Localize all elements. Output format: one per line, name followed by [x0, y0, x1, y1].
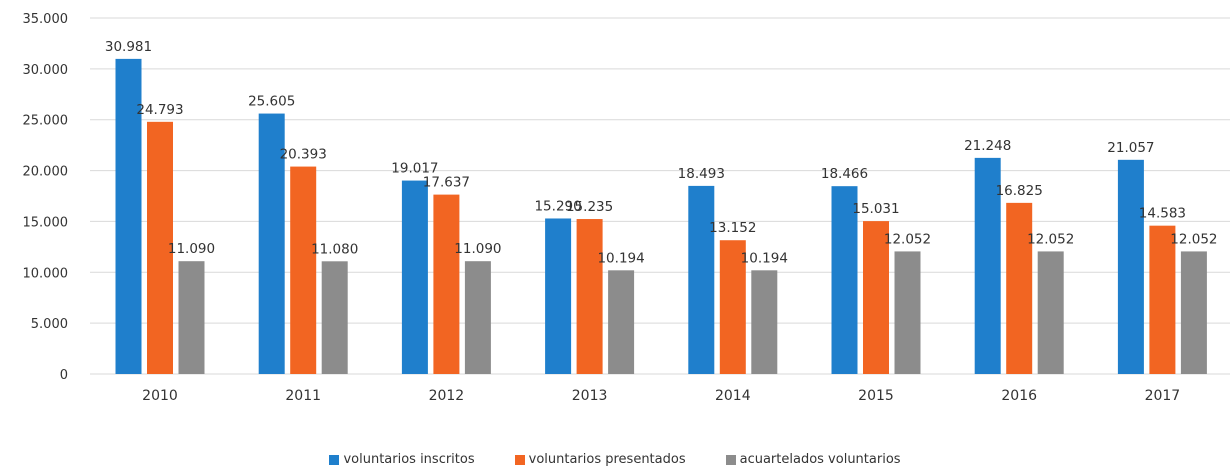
legend: voluntarios inscritos voluntarios presen… [0, 452, 1230, 467]
y-tick-label: 20.000 [23, 165, 69, 180]
bar [545, 218, 572, 374]
bar [688, 185, 715, 374]
legend-label-presentados: voluntarios presentados [528, 452, 686, 467]
bar [831, 186, 858, 374]
bar [115, 58, 142, 375]
data-label: 16.825 [996, 183, 1043, 199]
data-label: 11.090 [168, 241, 215, 257]
bars [115, 58, 1207, 375]
legend-swatch-acuartelados [725, 454, 736, 465]
legend-item-inscritos: voluntarios inscritos [329, 452, 475, 467]
legend-swatch-inscritos [329, 454, 340, 465]
bar [863, 221, 889, 374]
data-label: 19.017 [391, 161, 438, 177]
bar [1117, 159, 1144, 374]
legend-item-presentados: voluntarios presentados [514, 452, 686, 467]
x-tick-label: 2017 [1145, 388, 1181, 404]
legend-label-acuartelados: acuartelados voluntarios [739, 452, 901, 467]
legend-label-inscritos: voluntarios inscritos [343, 452, 475, 467]
bar [401, 180, 428, 374]
data-label: 10.194 [741, 250, 788, 266]
data-label: 21.057 [1107, 140, 1154, 156]
y-tick-label: 0 [60, 368, 68, 383]
data-label: 25.605 [248, 94, 295, 110]
data-label: 11.080 [311, 241, 358, 257]
y-tick-label: 30.000 [23, 63, 69, 78]
bar [1180, 251, 1207, 374]
y-tick-label: 25.000 [23, 114, 69, 129]
x-tick-label: 2013 [572, 388, 608, 404]
y-tick-label: 5.000 [31, 317, 68, 332]
y-tick-label: 35.000 [23, 12, 69, 27]
bar [1006, 202, 1033, 374]
bar [576, 219, 603, 374]
legend-swatch-presentados [514, 454, 525, 465]
bar [290, 166, 317, 374]
data-label: 18.493 [678, 166, 725, 182]
bar [751, 270, 778, 374]
data-label: 30.981 [105, 39, 152, 55]
data-label: 12.052 [884, 231, 931, 247]
bar [321, 261, 348, 374]
x-tick-label: 2014 [715, 388, 751, 404]
y-axis-ticks: 0 5.000 10.000 15.000 20.000 25.000 30.000 35.0… [23, 12, 69, 383]
bar [1037, 251, 1064, 374]
legend-item-acuartelados: acuartelados voluntarios [725, 452, 901, 467]
x-tick-label: 2010 [142, 388, 178, 404]
bar [1149, 225, 1176, 374]
bar [608, 270, 635, 374]
x-tick-label: 2011 [285, 388, 321, 404]
bar [894, 251, 921, 374]
bar [464, 261, 491, 374]
data-label: 21.248 [964, 138, 1011, 154]
bar [433, 194, 460, 374]
x-tick-label: 2016 [1001, 388, 1037, 404]
bar [719, 240, 746, 374]
bar [178, 261, 205, 374]
data-label: 12.052 [1027, 231, 1074, 247]
data-label: 15.031 [852, 201, 899, 217]
data-label: 18.466 [821, 166, 868, 182]
data-label: 11.090 [454, 241, 501, 257]
data-label: 17.637 [423, 175, 470, 191]
x-axis-ticks: 2010 2011 2012 2013 2014 2015 2016 2017 [142, 388, 1180, 404]
data-labels: 30.981 24.793 11.090 25.605 20.393 11.080 19.0… [105, 39, 1218, 266]
data-label: 14.583 [1139, 206, 1186, 222]
bar [974, 157, 1001, 374]
y-tick-label: 10.000 [23, 266, 69, 281]
data-label: 13.152 [709, 220, 756, 236]
bar [258, 113, 285, 374]
data-label: 20.393 [280, 147, 327, 163]
data-label: 10.194 [597, 250, 644, 266]
x-tick-label: 2012 [429, 388, 465, 404]
data-label: 15.290 [534, 198, 581, 214]
bar [147, 121, 173, 375]
y-tick-label: 15.000 [23, 215, 69, 230]
data-label: 24.793 [136, 102, 183, 118]
x-tick-label: 2015 [858, 388, 894, 404]
data-label: 15.235 [566, 199, 613, 215]
data-label: 12.052 [1170, 231, 1217, 247]
